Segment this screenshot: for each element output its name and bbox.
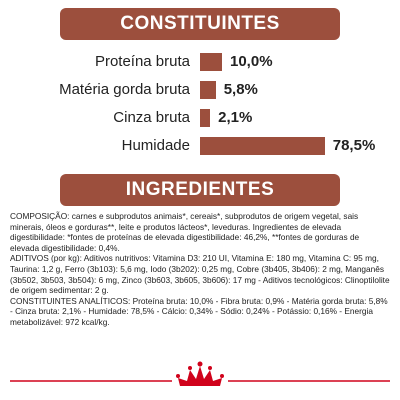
category-label: Proteína bruta bbox=[94, 53, 190, 70]
bar bbox=[200, 53, 222, 71]
value-label: 10,0% bbox=[230, 53, 273, 70]
logo bbox=[176, 361, 224, 386]
bar bbox=[200, 137, 325, 155]
value-label: 5,8% bbox=[223, 81, 258, 98]
paragraph: CONSTITUINTES ANALÍTICOS: Proteína bruta… bbox=[10, 295, 388, 327]
section-title: CONSTITUINTES ANALÍTICOS bbox=[60, 8, 340, 66]
paragraph: ADITIVOS (por kg): Aditivos nutritivos: … bbox=[10, 253, 390, 296]
paragraph: COMPOSIÇÃO: carnes e subprodutos animais… bbox=[10, 211, 360, 253]
footer bbox=[10, 361, 390, 386]
section-title: INGREDIENTES bbox=[60, 174, 340, 206]
value-label: 78,5% bbox=[332, 137, 376, 154]
ingredients-text: COMPOSIÇÃO: carnes e subprodutos animais… bbox=[10, 211, 390, 328]
category-label: Cinza bruta bbox=[113, 109, 190, 126]
category-label: Humidade bbox=[121, 137, 190, 154]
bar bbox=[200, 81, 216, 99]
bar bbox=[200, 109, 211, 127]
value-label: 2,1% bbox=[218, 109, 253, 126]
category-label: Matéria gorda bruta bbox=[59, 81, 190, 98]
